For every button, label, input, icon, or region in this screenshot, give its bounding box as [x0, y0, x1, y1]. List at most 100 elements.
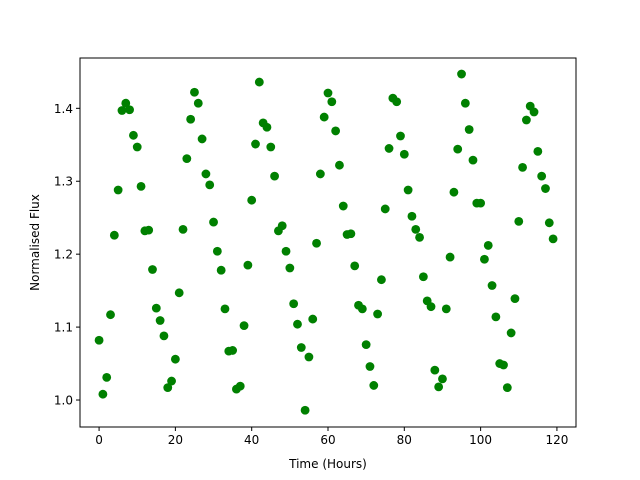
x-tick-label: 100	[469, 433, 492, 447]
data-point	[247, 195, 257, 205]
y-tick-label: 1.0	[54, 394, 73, 408]
data-point	[159, 331, 169, 341]
data-point	[426, 302, 436, 312]
data-point	[243, 260, 253, 270]
data-point	[163, 383, 173, 393]
data-point	[529, 107, 539, 117]
data-point	[346, 229, 356, 239]
data-point	[212, 246, 222, 256]
y-tick-label: 1.4	[54, 102, 73, 116]
data-point	[193, 98, 203, 108]
data-point	[254, 77, 264, 87]
plot-area	[80, 58, 576, 427]
data-point	[136, 181, 146, 191]
data-point	[396, 131, 405, 141]
data-point	[121, 98, 131, 108]
data-point	[102, 373, 112, 382]
data-point	[144, 225, 154, 235]
data-point	[178, 224, 188, 234]
data-point	[216, 265, 226, 275]
data-point	[445, 252, 455, 262]
data-point	[449, 187, 459, 197]
data-point	[125, 105, 134, 115]
data-point	[476, 198, 486, 208]
data-point	[266, 142, 276, 152]
data-point	[483, 241, 493, 250]
data-point	[186, 114, 196, 124]
data-point	[262, 122, 272, 132]
data-point	[174, 288, 184, 298]
data-point	[430, 365, 440, 375]
data-point	[499, 360, 508, 370]
data-point	[403, 185, 413, 195]
data-point	[132, 142, 142, 152]
data-point	[510, 294, 520, 304]
y-axis-label: Normalised Flux	[28, 194, 42, 291]
data-point	[205, 180, 215, 190]
data-point	[533, 146, 543, 156]
data-point	[308, 314, 318, 324]
data-point	[361, 340, 371, 349]
data-point	[434, 382, 444, 392]
data-point	[312, 238, 321, 248]
data-point	[350, 261, 360, 271]
data-point	[518, 162, 527, 172]
data-point	[319, 112, 329, 122]
data-point	[365, 362, 375, 371]
data-point	[522, 115, 531, 125]
data-point	[293, 319, 302, 329]
data-point	[457, 69, 466, 79]
data-point	[190, 87, 199, 97]
data-point	[300, 405, 310, 415]
data-point	[377, 275, 386, 285]
data-point	[94, 335, 104, 345]
data-point	[129, 130, 138, 140]
data-point	[323, 88, 333, 98]
data-point	[544, 218, 554, 228]
data-point	[514, 216, 524, 226]
data-point	[373, 309, 382, 319]
y-axis-ticks: 1.0 1.1 1.2 1.3 1.4	[54, 102, 80, 408]
data-point	[338, 201, 348, 211]
data-point	[155, 316, 165, 325]
x-tick-label: 40	[244, 433, 259, 447]
data-point	[201, 169, 211, 179]
data-point	[304, 352, 314, 362]
data-point	[411, 224, 421, 234]
data-point	[418, 272, 428, 282]
x-axis-ticks: 0 20 40 60 80 100 120	[95, 427, 568, 447]
data-point	[167, 376, 176, 386]
data-point	[277, 221, 287, 231]
y-tick-label: 1.1	[54, 321, 73, 335]
data-point	[285, 263, 295, 273]
x-tick-label: 80	[397, 433, 412, 447]
data-point	[480, 254, 489, 264]
data-point	[228, 346, 238, 355]
x-tick-label: 60	[320, 433, 335, 447]
data-point	[502, 383, 512, 393]
data-point	[289, 299, 299, 309]
data-point	[415, 233, 424, 242]
x-axis-label: Time (Hours)	[288, 457, 367, 471]
data-point	[170, 354, 180, 364]
x-tick-label: 20	[168, 433, 183, 447]
y-tick-label: 1.3	[54, 175, 73, 189]
data-point	[296, 343, 306, 352]
data-point	[220, 304, 230, 314]
data-point	[464, 125, 474, 134]
data-point	[109, 230, 119, 240]
data-point	[407, 211, 417, 221]
data-point	[209, 217, 218, 227]
data-point	[537, 171, 547, 181]
data-point	[182, 154, 192, 164]
data-point	[239, 321, 249, 331]
data-point	[197, 134, 207, 144]
data-point	[441, 304, 451, 314]
data-point	[541, 184, 550, 193]
data-point	[384, 144, 394, 153]
x-tick-label: 120	[545, 433, 568, 447]
data-point	[113, 185, 123, 195]
data-point	[548, 234, 558, 244]
data-point	[151, 303, 161, 313]
